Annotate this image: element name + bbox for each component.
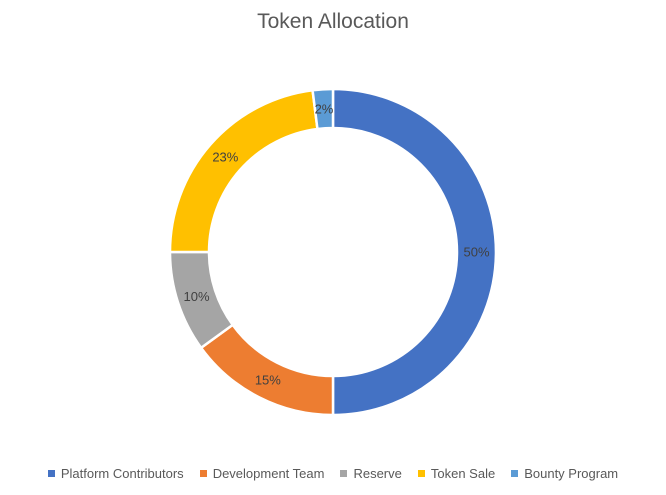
data-label-development-team: 15% <box>255 372 281 387</box>
data-label-reserve: 10% <box>184 289 210 304</box>
legend-label-platform-contributors: Platform Contributors <box>60 466 184 481</box>
slice-bounty-program <box>311 87 335 131</box>
data-label-token-sale: 23% <box>212 150 238 165</box>
legend-swatch-token-sale <box>417 470 425 477</box>
slice-platform-contributors <box>331 87 498 417</box>
legend-item-platform-contributors: Platform Contributors <box>47 466 184 481</box>
legend-item-token-sale: Token Sale <box>417 466 496 481</box>
legend-swatch-platform-contributors <box>47 470 55 477</box>
legend-label-bounty-program: Bounty Program <box>524 466 619 481</box>
chart-legend: Platform Contributors Development Team Res… <box>0 466 666 481</box>
legend-item-bounty-program: Bounty Program <box>511 466 618 481</box>
donut-slices <box>168 87 498 417</box>
chart-title: Token Allocation <box>257 10 409 33</box>
legend-label-reserve: Reserve <box>353 466 402 481</box>
legend-item-reserve: Reserve <box>340 466 402 481</box>
data-label-bounty-program: 2% <box>315 101 334 116</box>
donut-labels: 50% 15% 10% 23% 2% <box>184 101 490 387</box>
legend-label-token-sale: Token Sale <box>430 466 496 481</box>
legend-item-development-team: Development Team <box>199 466 325 481</box>
legend-label-development-team: Development Team <box>212 466 325 481</box>
legend-swatch-development-team <box>199 470 207 477</box>
slice-token-sale <box>168 88 319 254</box>
data-label-platform-contributors: 50% <box>463 245 489 260</box>
slice-development-team <box>199 323 335 417</box>
legend-swatch-reserve <box>340 470 348 477</box>
legend-swatch-bounty-program <box>511 470 519 477</box>
